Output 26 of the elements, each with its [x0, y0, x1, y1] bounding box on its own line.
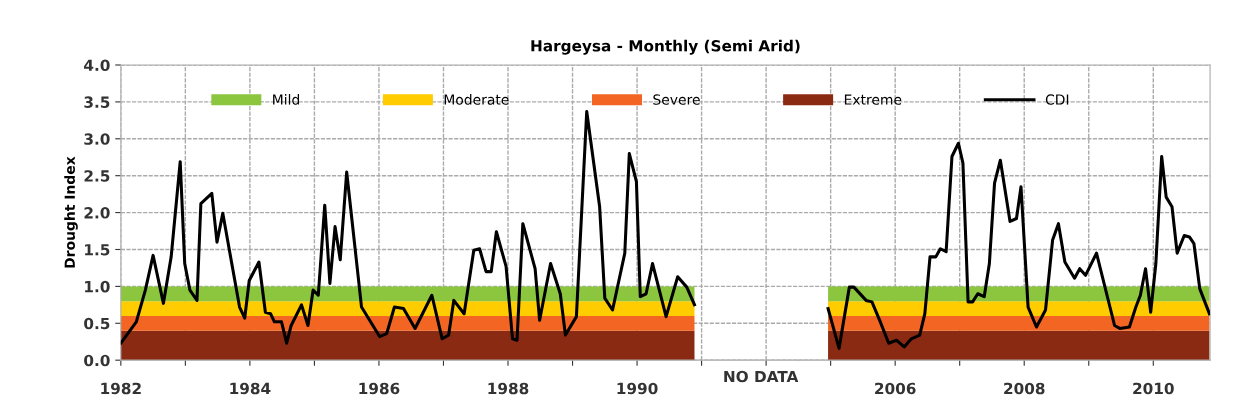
y-tick-label: 0.0 [84, 354, 110, 367]
legend-label: Mild [273, 94, 299, 105]
x-tick-label: 1982 [101, 382, 141, 395]
y-tick-label: 1.0 [85, 280, 110, 293]
x-tick-label: 2008 [1004, 382, 1045, 395]
x-tick-label: 2006 [875, 382, 916, 395]
x-tick-label: 2010 [1133, 382, 1174, 395]
y-axis-title: Drought Index [64, 156, 78, 268]
x-tick-label: 1988 [488, 382, 529, 395]
legend-label: CDI [1045, 94, 1069, 105]
y-tick-label: 3.5 [84, 96, 110, 108]
text: NO DATA [724, 370, 799, 383]
y-tick-label: 0.5 [84, 317, 110, 330]
legend-label: Extreme [844, 94, 902, 105]
line-series [120, 109, 697, 345]
x-tick-label: 1986 [359, 382, 400, 395]
y-tick-label: 2.0 [84, 207, 110, 219]
y-tick-label: 4.0 [84, 59, 110, 72]
chart-title: Hargeysa - Monthly (Semi Arid) [531, 39, 800, 55]
legend-label: Moderate [444, 94, 509, 105]
y-tick-label: 2.5 [84, 170, 110, 182]
y-tick-label: 1.5 [85, 244, 110, 256]
legend-label: Severe [653, 94, 700, 105]
y-tick-label: 3.0 [84, 133, 110, 145]
x-tick-label: 1990 [617, 382, 658, 395]
x-tick-label: 1984 [230, 382, 271, 395]
